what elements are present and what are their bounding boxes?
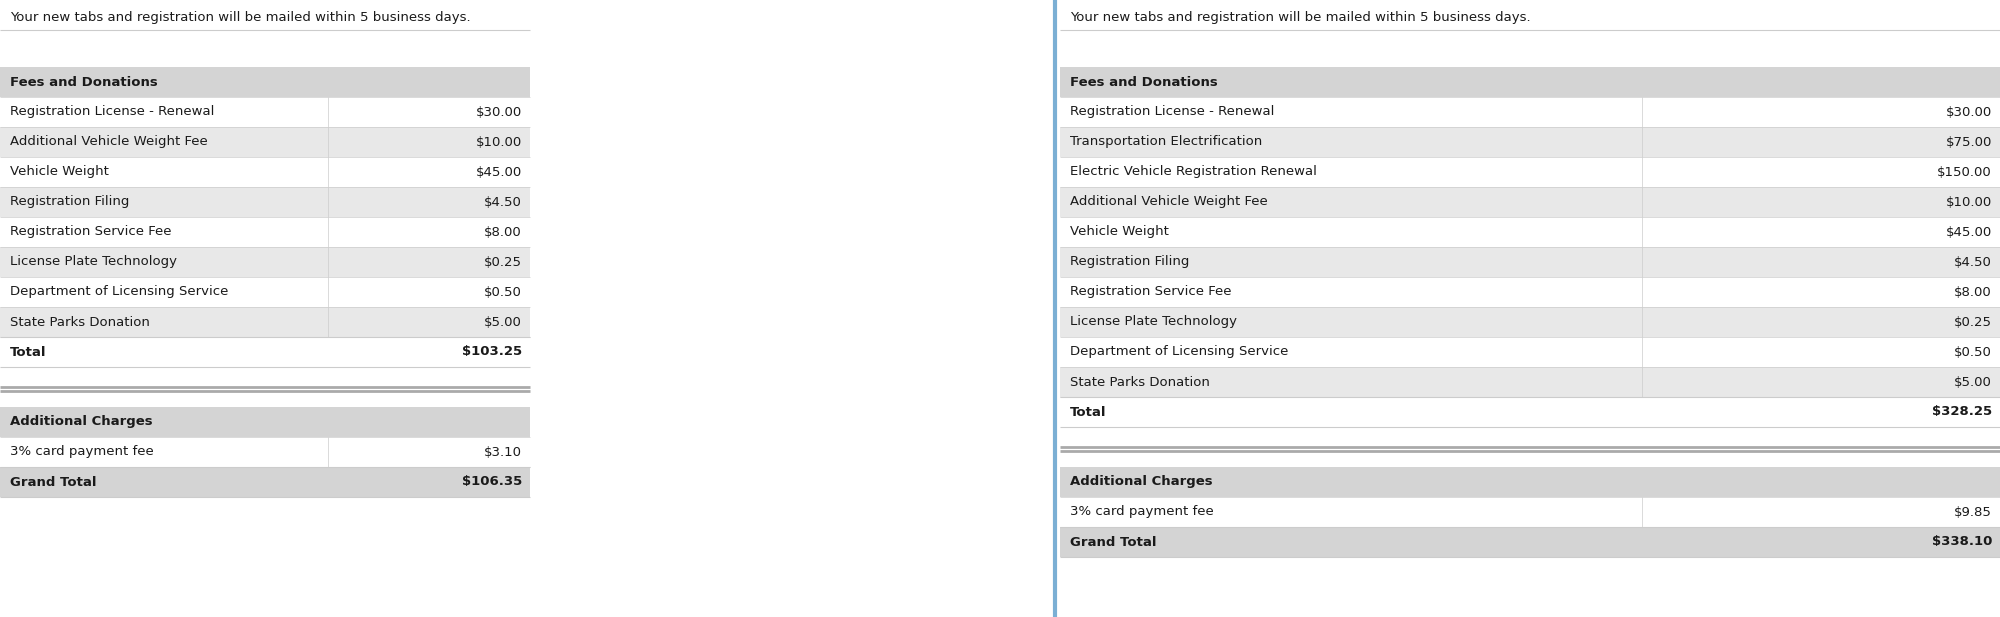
Text: Your new tabs and registration will be mailed within 5 business days.: Your new tabs and registration will be m…: [10, 12, 470, 25]
Bar: [1060, 397, 2000, 427]
Bar: [1060, 157, 2000, 187]
Text: Department of Licensing Service: Department of Licensing Service: [1070, 346, 1288, 358]
Text: $5.00: $5.00: [484, 315, 522, 328]
Text: Total: Total: [10, 346, 46, 358]
Text: Vehicle Weight: Vehicle Weight: [10, 165, 108, 178]
Text: $0.50: $0.50: [484, 286, 522, 299]
Text: Additional Vehicle Weight Fee: Additional Vehicle Weight Fee: [1070, 196, 1268, 209]
Bar: [1060, 527, 2000, 557]
Text: Your new tabs and registration will be mailed within 5 business days.: Your new tabs and registration will be m…: [1070, 12, 1530, 25]
Bar: [0, 307, 530, 337]
Text: Registration Service Fee: Registration Service Fee: [1070, 286, 1232, 299]
Text: Grand Total: Grand Total: [1070, 536, 1156, 549]
Bar: [1060, 247, 2000, 277]
Bar: [1060, 67, 2000, 97]
Text: 3% card payment fee: 3% card payment fee: [1070, 505, 1214, 518]
Text: State Parks Donation: State Parks Donation: [1070, 376, 1210, 389]
Bar: [0, 157, 530, 187]
Bar: [0, 247, 530, 277]
Text: $0.25: $0.25: [484, 255, 522, 268]
Text: Additional Charges: Additional Charges: [10, 415, 152, 428]
Text: $103.25: $103.25: [462, 346, 522, 358]
Text: License Plate Technology: License Plate Technology: [1070, 315, 1236, 328]
Text: Vehicle Weight: Vehicle Weight: [1070, 225, 1168, 239]
Bar: [1060, 97, 2000, 127]
Bar: [0, 437, 530, 467]
Text: $150.00: $150.00: [1938, 165, 1992, 178]
Text: $106.35: $106.35: [462, 476, 522, 489]
Text: Registration Service Fee: Registration Service Fee: [10, 225, 172, 239]
Text: Grand Total: Grand Total: [10, 476, 96, 489]
Text: Registration Filing: Registration Filing: [10, 196, 130, 209]
Text: $75.00: $75.00: [1946, 136, 1992, 149]
Text: $8.00: $8.00: [1954, 286, 1992, 299]
Text: $338.10: $338.10: [1932, 536, 1992, 549]
Bar: [1060, 497, 2000, 527]
Text: $10.00: $10.00: [476, 136, 522, 149]
Bar: [0, 467, 530, 497]
Bar: [1060, 337, 2000, 367]
Text: Electric Vehicle Registration Renewal: Electric Vehicle Registration Renewal: [1070, 165, 1316, 178]
Text: $4.50: $4.50: [484, 196, 522, 209]
Text: Registration Filing: Registration Filing: [1070, 255, 1190, 268]
Text: Additional Charges: Additional Charges: [1070, 476, 1212, 489]
Text: $45.00: $45.00: [1946, 225, 1992, 239]
Bar: [0, 67, 530, 97]
Bar: [1060, 187, 2000, 217]
Text: State Parks Donation: State Parks Donation: [10, 315, 150, 328]
Text: $4.50: $4.50: [1954, 255, 1992, 268]
Bar: [0, 277, 530, 307]
Bar: [1060, 277, 2000, 307]
Text: $328.25: $328.25: [1932, 405, 1992, 418]
Text: Department of Licensing Service: Department of Licensing Service: [10, 286, 228, 299]
Text: $9.85: $9.85: [1954, 505, 1992, 518]
Text: $0.50: $0.50: [1954, 346, 1992, 358]
Text: 3% card payment fee: 3% card payment fee: [10, 445, 154, 458]
Bar: [0, 187, 530, 217]
Text: $3.10: $3.10: [484, 445, 522, 458]
Text: Registration License - Renewal: Registration License - Renewal: [1070, 106, 1274, 118]
Text: License Plate Technology: License Plate Technology: [10, 255, 176, 268]
Text: Total: Total: [1070, 405, 1106, 418]
Text: Registration License - Renewal: Registration License - Renewal: [10, 106, 214, 118]
Bar: [1060, 467, 2000, 497]
Bar: [1060, 127, 2000, 157]
Bar: [0, 407, 530, 437]
Bar: [1060, 307, 2000, 337]
Bar: [0, 97, 530, 127]
Text: $5.00: $5.00: [1954, 376, 1992, 389]
Bar: [1060, 217, 2000, 247]
Text: $45.00: $45.00: [476, 165, 522, 178]
Text: $30.00: $30.00: [476, 106, 522, 118]
Bar: [0, 127, 530, 157]
Bar: [0, 217, 530, 247]
Text: Fees and Donations: Fees and Donations: [10, 75, 158, 88]
Text: Fees and Donations: Fees and Donations: [1070, 75, 1218, 88]
Text: $8.00: $8.00: [484, 225, 522, 239]
Text: $30.00: $30.00: [1946, 106, 1992, 118]
Text: $10.00: $10.00: [1946, 196, 1992, 209]
Bar: [1060, 367, 2000, 397]
Text: $0.25: $0.25: [1954, 315, 1992, 328]
Text: Transportation Electrification: Transportation Electrification: [1070, 136, 1262, 149]
Text: Additional Vehicle Weight Fee: Additional Vehicle Weight Fee: [10, 136, 208, 149]
Bar: [0, 337, 530, 367]
